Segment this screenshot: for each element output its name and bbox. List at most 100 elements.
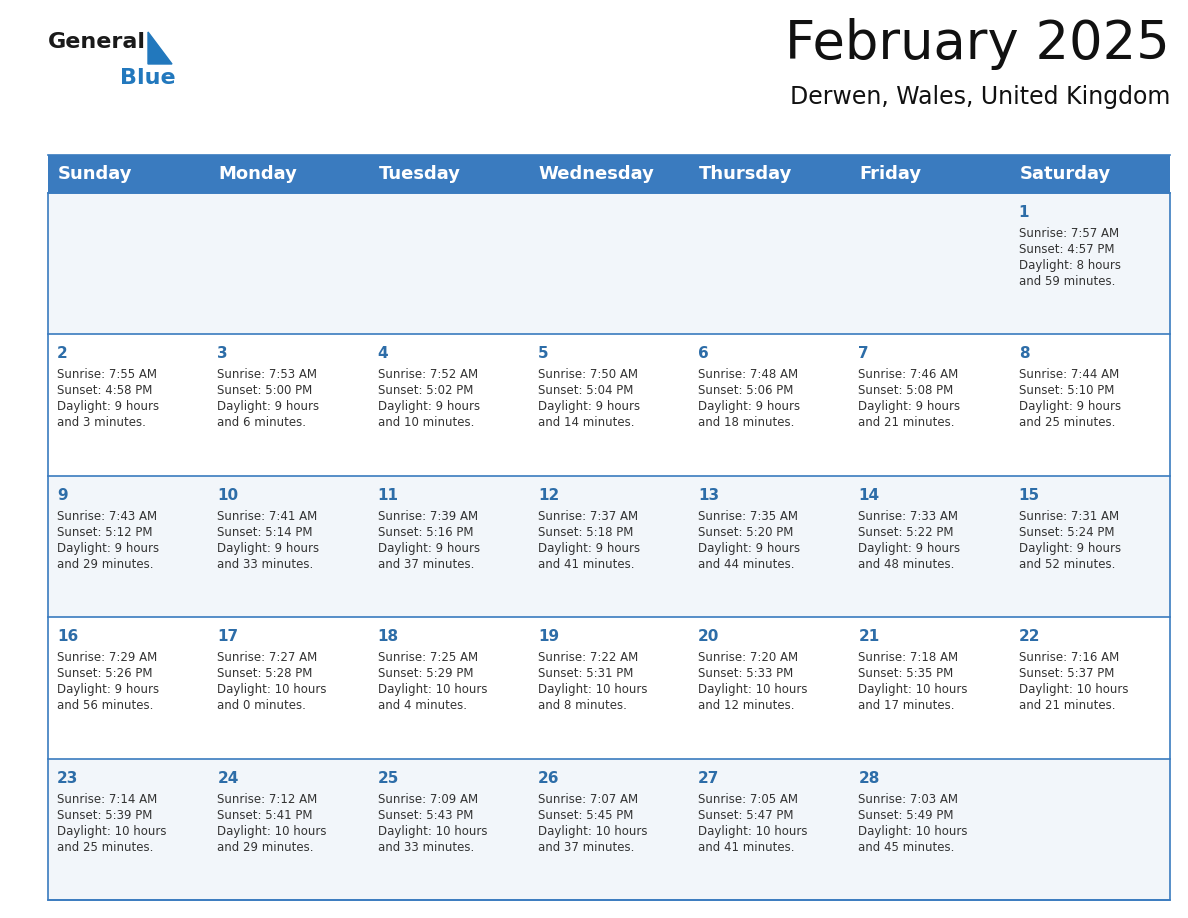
Text: Sunrise: 7:39 AM: Sunrise: 7:39 AM	[378, 509, 478, 522]
Text: Daylight: 9 hours: Daylight: 9 hours	[378, 542, 480, 554]
Text: 7: 7	[859, 346, 870, 362]
Text: and 17 minutes.: and 17 minutes.	[859, 700, 955, 712]
Text: 26: 26	[538, 770, 560, 786]
Text: Thursday: Thursday	[700, 165, 792, 183]
Text: 23: 23	[57, 770, 78, 786]
Text: Monday: Monday	[219, 165, 297, 183]
Text: Daylight: 9 hours: Daylight: 9 hours	[57, 683, 159, 696]
Text: Daylight: 9 hours: Daylight: 9 hours	[538, 400, 640, 413]
Text: Sunrise: 7:22 AM: Sunrise: 7:22 AM	[538, 651, 638, 665]
Text: Sunset: 5:20 PM: Sunset: 5:20 PM	[699, 526, 794, 539]
Text: 22: 22	[1019, 629, 1041, 644]
Text: Tuesday: Tuesday	[379, 165, 461, 183]
Text: Daylight: 9 hours: Daylight: 9 hours	[57, 400, 159, 413]
Text: and 48 minutes.: and 48 minutes.	[859, 558, 955, 571]
Text: 25: 25	[378, 770, 399, 786]
Text: Sunrise: 7:55 AM: Sunrise: 7:55 AM	[57, 368, 157, 381]
Text: Sunset: 5:00 PM: Sunset: 5:00 PM	[217, 385, 312, 397]
Text: and 41 minutes.: and 41 minutes.	[699, 841, 795, 854]
Text: 16: 16	[57, 629, 78, 644]
Text: Sunrise: 7:09 AM: Sunrise: 7:09 AM	[378, 792, 478, 806]
Text: Sunset: 5:35 PM: Sunset: 5:35 PM	[859, 667, 954, 680]
Text: Blue: Blue	[120, 68, 176, 88]
Text: Daylight: 10 hours: Daylight: 10 hours	[699, 824, 808, 837]
Text: 5: 5	[538, 346, 549, 362]
Text: Sunset: 5:12 PM: Sunset: 5:12 PM	[57, 526, 152, 539]
Text: Sunrise: 7:31 AM: Sunrise: 7:31 AM	[1019, 509, 1119, 522]
Text: 12: 12	[538, 487, 560, 503]
Bar	[48, 155, 1170, 193]
Text: Sunrise: 7:16 AM: Sunrise: 7:16 AM	[1019, 651, 1119, 665]
Text: Sunset: 5:04 PM: Sunset: 5:04 PM	[538, 385, 633, 397]
Text: Sunset: 5:16 PM: Sunset: 5:16 PM	[378, 526, 473, 539]
Text: and 56 minutes.: and 56 minutes.	[57, 700, 153, 712]
Text: 9: 9	[57, 487, 68, 503]
Text: and 33 minutes.: and 33 minutes.	[217, 558, 314, 571]
Text: Sunrise: 7:43 AM: Sunrise: 7:43 AM	[57, 509, 157, 522]
Text: Sunset: 5:39 PM: Sunset: 5:39 PM	[57, 809, 152, 822]
Text: and 18 minutes.: and 18 minutes.	[699, 417, 795, 430]
Text: Wednesday: Wednesday	[539, 165, 655, 183]
Text: and 3 minutes.: and 3 minutes.	[57, 417, 146, 430]
Text: Daylight: 10 hours: Daylight: 10 hours	[378, 824, 487, 837]
Text: and 44 minutes.: and 44 minutes.	[699, 558, 795, 571]
Text: Daylight: 9 hours: Daylight: 9 hours	[57, 542, 159, 554]
Text: 2: 2	[57, 346, 68, 362]
Text: Sunrise: 7:14 AM: Sunrise: 7:14 AM	[57, 792, 157, 806]
Text: Daylight: 10 hours: Daylight: 10 hours	[57, 824, 166, 837]
Text: Sunset: 5:24 PM: Sunset: 5:24 PM	[1019, 526, 1114, 539]
Text: Sunrise: 7:48 AM: Sunrise: 7:48 AM	[699, 368, 798, 381]
Text: Sunset: 5:45 PM: Sunset: 5:45 PM	[538, 809, 633, 822]
Text: 24: 24	[217, 770, 239, 786]
Text: Daylight: 10 hours: Daylight: 10 hours	[217, 683, 327, 696]
Text: Sunset: 5:29 PM: Sunset: 5:29 PM	[378, 667, 473, 680]
Text: Daylight: 10 hours: Daylight: 10 hours	[538, 824, 647, 837]
Text: Sunset: 5:41 PM: Sunset: 5:41 PM	[217, 809, 312, 822]
Bar	[48, 193, 1170, 334]
Text: Derwen, Wales, United Kingdom: Derwen, Wales, United Kingdom	[790, 85, 1170, 109]
Text: Daylight: 9 hours: Daylight: 9 hours	[217, 542, 320, 554]
Bar	[48, 334, 1170, 476]
Text: Sunset: 5:22 PM: Sunset: 5:22 PM	[859, 526, 954, 539]
Text: Sunrise: 7:53 AM: Sunrise: 7:53 AM	[217, 368, 317, 381]
Text: February 2025: February 2025	[785, 18, 1170, 70]
Text: 13: 13	[699, 487, 719, 503]
Text: and 33 minutes.: and 33 minutes.	[378, 841, 474, 854]
Text: and 14 minutes.: and 14 minutes.	[538, 417, 634, 430]
Text: and 29 minutes.: and 29 minutes.	[217, 841, 314, 854]
Text: and 45 minutes.: and 45 minutes.	[859, 841, 955, 854]
Text: 14: 14	[859, 487, 879, 503]
Text: and 0 minutes.: and 0 minutes.	[217, 700, 307, 712]
Text: Daylight: 9 hours: Daylight: 9 hours	[859, 542, 961, 554]
Text: Daylight: 9 hours: Daylight: 9 hours	[378, 400, 480, 413]
Text: 10: 10	[217, 487, 239, 503]
Text: and 25 minutes.: and 25 minutes.	[1019, 417, 1116, 430]
Polygon shape	[148, 32, 172, 64]
Text: Sunset: 5:43 PM: Sunset: 5:43 PM	[378, 809, 473, 822]
Text: Daylight: 9 hours: Daylight: 9 hours	[217, 400, 320, 413]
Text: Sunset: 5:37 PM: Sunset: 5:37 PM	[1019, 667, 1114, 680]
Text: Sunset: 5:49 PM: Sunset: 5:49 PM	[859, 809, 954, 822]
Text: 3: 3	[217, 346, 228, 362]
Text: Daylight: 9 hours: Daylight: 9 hours	[859, 400, 961, 413]
Text: 28: 28	[859, 770, 880, 786]
Text: Sunday: Sunday	[58, 165, 133, 183]
Text: and 52 minutes.: and 52 minutes.	[1019, 558, 1116, 571]
Text: Sunrise: 7:12 AM: Sunrise: 7:12 AM	[217, 792, 317, 806]
Text: Sunrise: 7:18 AM: Sunrise: 7:18 AM	[859, 651, 959, 665]
Text: and 10 minutes.: and 10 minutes.	[378, 417, 474, 430]
Text: Daylight: 10 hours: Daylight: 10 hours	[859, 683, 968, 696]
Text: Sunrise: 7:44 AM: Sunrise: 7:44 AM	[1019, 368, 1119, 381]
Text: and 8 minutes.: and 8 minutes.	[538, 700, 627, 712]
Text: 6: 6	[699, 346, 709, 362]
Text: Daylight: 9 hours: Daylight: 9 hours	[699, 400, 801, 413]
Text: Daylight: 9 hours: Daylight: 9 hours	[538, 542, 640, 554]
Text: 4: 4	[378, 346, 388, 362]
Text: 21: 21	[859, 629, 879, 644]
Text: Daylight: 10 hours: Daylight: 10 hours	[538, 683, 647, 696]
Text: 18: 18	[378, 629, 399, 644]
Text: Sunrise: 7:20 AM: Sunrise: 7:20 AM	[699, 651, 798, 665]
Bar	[48, 617, 1170, 758]
Text: and 21 minutes.: and 21 minutes.	[1019, 700, 1116, 712]
Text: Sunset: 5:08 PM: Sunset: 5:08 PM	[859, 385, 954, 397]
